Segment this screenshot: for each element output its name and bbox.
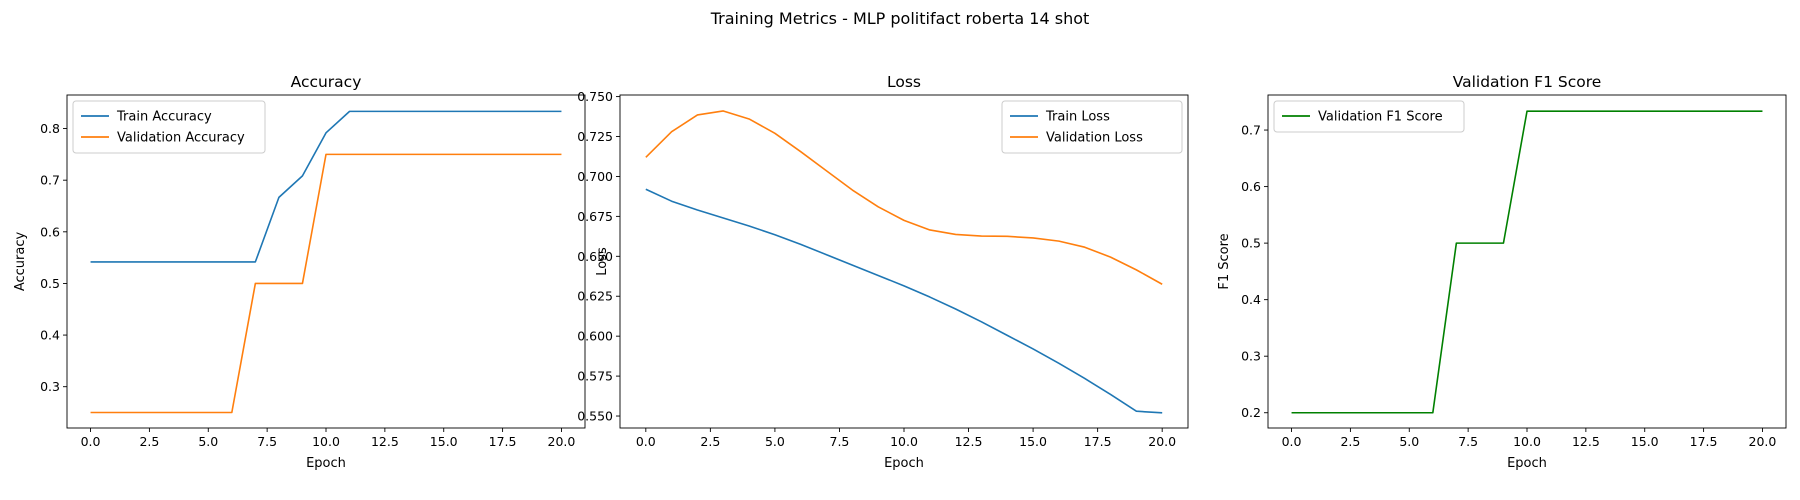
y-axis-label: F1 Score (1217, 233, 1232, 289)
x-axis-label: Epoch (1507, 456, 1547, 471)
legend-label-2: Validation Accuracy (117, 131, 245, 146)
y-tick-label: 0.8 (40, 121, 60, 136)
y-axis-label: Accuracy (13, 232, 28, 292)
x-tick-label: 12.5 (1572, 434, 1600, 449)
y-tick-label: 0.700 (577, 169, 613, 184)
subplots-container: Accuracy 0.0 2.5 5.0 7.5 10.0 12.5 15.0 17.5 20.0… (13, 73, 1787, 471)
y-tick-label: 0.4 (40, 328, 60, 343)
legend-box (1273, 100, 1465, 133)
x-tick-label: 15.0 (1631, 434, 1659, 449)
legend: Train Accuracy Validation Accuracy (72, 100, 266, 154)
x-tick-label: 15.0 (430, 434, 458, 449)
x-axis-label: Epoch (884, 456, 924, 471)
y-tick-label: 0.4 (1241, 292, 1261, 307)
x-tick-label: 0.0 (636, 434, 656, 449)
subplot-title: Accuracy (291, 73, 362, 91)
x-tick-label: 5.0 (765, 434, 785, 449)
x-tick-label: 5.0 (198, 434, 218, 449)
x-tick-label: 7.5 (1458, 434, 1478, 449)
legend-label-2: Validation Loss (1046, 131, 1143, 146)
x-tick-label: 20.0 (1749, 434, 1777, 449)
x-tick-label: 20.0 (548, 434, 576, 449)
y-tick-label: 0.2 (1241, 405, 1261, 420)
y-axis-label: Loss (595, 247, 610, 276)
x-tick-label: 10.0 (1513, 434, 1541, 449)
subplot-1: Accuracy 0.0 2.5 5.0 7.5 10.0 12.5 15.0 17.5 20.0… (13, 73, 586, 471)
x-axis-label: Epoch (306, 456, 346, 471)
y-tick-label: 0.6 (1241, 179, 1261, 194)
legend-box (1001, 100, 1183, 154)
legend-label-1: Train Loss (1045, 110, 1110, 125)
y-tick-label: 0.5 (1241, 236, 1261, 251)
x-tick-label: 15.0 (1019, 434, 1047, 449)
legend: Validation F1 Score (1273, 100, 1465, 133)
legend-label-1: Train Accuracy (116, 110, 212, 125)
x-tick-label: 2.5 (700, 434, 720, 449)
x-tick-label: 7.5 (257, 434, 277, 449)
x-tick-label: 12.5 (955, 434, 983, 449)
series-line-1 (90, 110, 562, 263)
x-tick-label: 10.0 (890, 434, 918, 449)
y-tick-label: 0.750 (577, 89, 613, 104)
x-tick-label: 10.0 (312, 434, 340, 449)
y-tick-label: 0.675 (577, 209, 613, 224)
y-tick-label: 0.5 (40, 276, 60, 291)
x-tick-label: 20.0 (1148, 434, 1176, 449)
y-tick-label: 0.550 (577, 409, 613, 424)
x-tick-label: 17.5 (1690, 434, 1718, 449)
x-tick-label: 0.0 (1282, 434, 1302, 449)
x-tick-label: 2.5 (1340, 434, 1360, 449)
axes-frame (1267, 94, 1787, 429)
legend-label-1: Validation F1 Score (1318, 110, 1443, 125)
subplot-3: Validation F1 Score 0.0 2.5 5.0 7.5 10.0 12.5 1… (1217, 73, 1787, 471)
series-line-2 (645, 110, 1163, 285)
subplot-title: Loss (887, 73, 921, 91)
y-tick-label: 0.725 (577, 129, 613, 144)
y-tick-label: 0.600 (577, 329, 613, 344)
x-tick-label: 12.5 (371, 434, 399, 449)
y-tick-label: 0.575 (577, 369, 613, 384)
y-tick-label: 0.625 (577, 289, 613, 304)
x-tick-label: 5.0 (1399, 434, 1419, 449)
x-tick-label: 0.0 (81, 434, 101, 449)
y-tick-label: 0.650 (577, 249, 613, 264)
y-tick-label: 0.7 (1241, 123, 1261, 138)
y-tick-label: 0.6 (40, 224, 60, 239)
figure-title: Training Metrics - MLP politifact robert… (710, 9, 1090, 28)
legend: Train Loss Validation Loss (1001, 100, 1183, 154)
x-tick-label: 17.5 (1084, 434, 1112, 449)
x-tick-label: 17.5 (489, 434, 517, 449)
series-line-1 (1291, 110, 1763, 414)
subplot-2: Loss 0.0 2.5 5.0 7.5 10.0 12.5 15.0 17.5 20.0 0.55… (577, 73, 1189, 471)
x-tick-label: 7.5 (830, 434, 850, 449)
y-tick-label: 0.3 (1241, 349, 1261, 364)
y-tick-label: 0.3 (40, 379, 60, 394)
legend-box (72, 100, 266, 154)
series-line-2 (90, 153, 562, 414)
y-tick-label: 0.7 (40, 173, 60, 188)
subplot-title: Validation F1 Score (1453, 73, 1602, 91)
x-tick-label: 2.5 (139, 434, 159, 449)
series-line-1 (645, 188, 1163, 414)
